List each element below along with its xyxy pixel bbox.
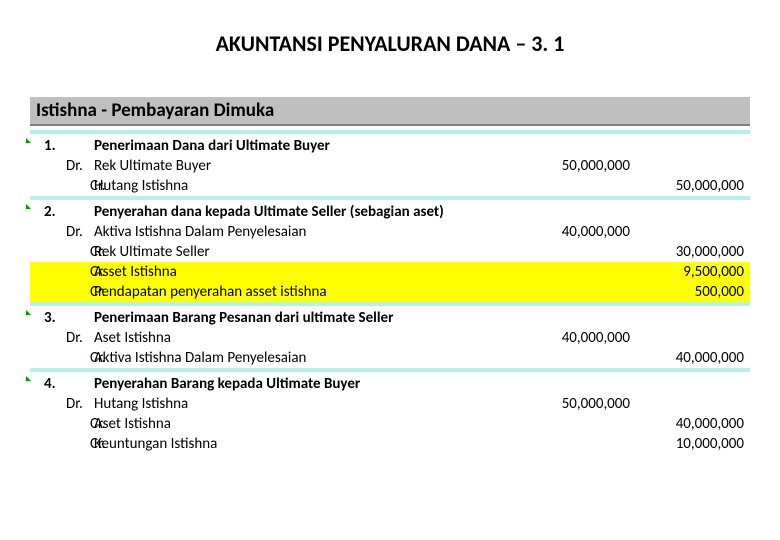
entry-type: Cr. — [66, 242, 94, 262]
group-heading: Penerimaan Barang Pesanan dari ultimate … — [94, 308, 510, 328]
journal-group: 2. Penyerahan dana kepada Ultimate Seller… — [30, 196, 750, 302]
group-heading: Penerimaan Dana dari Ultimate Buyer — [94, 136, 510, 156]
entry-type: Cr. — [66, 434, 94, 454]
entry-desc: Keuntungan Istishna — [94, 434, 510, 454]
journal-line: Cr.Aset Istishna 40,000,000 — [30, 414, 750, 434]
corner-triangle-icon — [26, 310, 31, 315]
entry-type: Cr. — [66, 348, 94, 368]
entry-desc: Asset Istishna — [94, 262, 510, 282]
amount-credit: 40,000,000 — [630, 348, 750, 368]
entry-type: Dr. — [66, 156, 94, 176]
amount-debit: 50,000,000 — [510, 394, 630, 414]
group-heading: Penyerahan dana kepada Ultimate Seller (… — [94, 202, 510, 222]
journal-line: Dr.Aktiva Istishna Dalam Penyelesaian40,… — [30, 222, 750, 242]
journal-line: Cr.Asset Istishna 9,500,000 — [30, 262, 750, 282]
page-title: AKUNTANSI PENYALURAN DANA – 3. 1 — [0, 0, 780, 97]
corner-triangle-icon — [26, 138, 31, 143]
entry-type: Cr. — [66, 176, 94, 196]
corner-triangle-icon — [26, 376, 31, 381]
group-heading-row: 2. Penyerahan dana kepada Ultimate Seller… — [30, 202, 750, 222]
entries-container: 1.Penerimaan Dana dari Ultimate BuyerDr.… — [30, 130, 750, 454]
amount-credit: 10,000,000 — [630, 434, 750, 454]
journal-group: 4. Penyerahan Barang kepada Ultimate Buye… — [30, 368, 750, 454]
group-heading-row: 1. Penerimaan Dana dari Ultimate Buyer — [30, 136, 750, 156]
group-number: 4. — [44, 374, 66, 394]
group-heading: Penyerahan Barang kepada Ultimate Buyer — [94, 374, 510, 394]
journal-line: Cr.Keuntungan Istishna 10,000,000 — [30, 434, 750, 454]
journal-line: Dr.Hutang Istishna50,000,000 — [30, 394, 750, 414]
group-number: 1. — [44, 136, 66, 156]
entry-desc: Aktiva Istishna Dalam Penyelesaian — [94, 222, 510, 242]
journal-line: Dr.Rek Ultimate Buyer50,000,000 — [30, 156, 750, 176]
amount-credit: 40,000,000 — [630, 414, 750, 434]
section-header: Istishna - Pembayaran Dimuka — [30, 97, 750, 126]
journal-group: 1. Penerimaan Dana dari Ultimate BuyerDr.… — [30, 130, 750, 196]
entry-type: Cr. — [66, 414, 94, 434]
entry-desc: Pendapatan penyerahan asset istishna — [94, 282, 510, 302]
amount-debit: 40,000,000 — [510, 328, 630, 348]
entry-type: Cr. — [66, 262, 94, 282]
amount-debit: 40,000,000 — [510, 222, 630, 242]
amount-credit: 50,000,000 — [630, 176, 750, 196]
journal-line: Dr.Aset Istishna40,000,000 — [30, 328, 750, 348]
corner-triangle-icon — [26, 204, 31, 209]
journal-line: Cr.Aktiva Istishna Dalam Penyelesaian 40,… — [30, 348, 750, 368]
entry-desc: Aktiva Istishna Dalam Penyelesaian — [94, 348, 510, 368]
group-heading-row: 4. Penyerahan Barang kepada Ultimate Buye… — [30, 374, 750, 394]
entry-type: Dr. — [66, 328, 94, 348]
entry-desc: Rek Ultimate Seller — [94, 242, 510, 262]
entry-type: Dr. — [66, 222, 94, 242]
entry-type: Cr. — [66, 282, 94, 302]
journal-line: Cr.Rek Ultimate Seller 30,000,000 — [30, 242, 750, 262]
group-heading-row: 3. Penerimaan Barang Pesanan dari ultimat… — [30, 308, 750, 328]
entry-desc: Hutang Istishna — [94, 176, 510, 196]
amount-credit: 9,500,000 — [630, 262, 750, 282]
amount-debit: 50,000,000 — [510, 156, 630, 176]
journal-line: Cr.Hutang Istishna 50,000,000 — [30, 176, 750, 196]
journal-line: Cr.Pendapatan penyerahan asset istishna 5… — [30, 282, 750, 302]
entry-type: Dr. — [66, 394, 94, 414]
entry-desc: Aset Istishna — [94, 414, 510, 434]
amount-credit: 500,000 — [630, 282, 750, 302]
amount-credit: 30,000,000 — [630, 242, 750, 262]
journal-group: 3. Penerimaan Barang Pesanan dari ultimat… — [30, 302, 750, 368]
group-number: 2. — [44, 202, 66, 222]
entry-desc: Hutang Istishna — [94, 394, 510, 414]
entry-desc: Aset Istishna — [94, 328, 510, 348]
entry-desc: Rek Ultimate Buyer — [94, 156, 510, 176]
group-number: 3. — [44, 308, 66, 328]
